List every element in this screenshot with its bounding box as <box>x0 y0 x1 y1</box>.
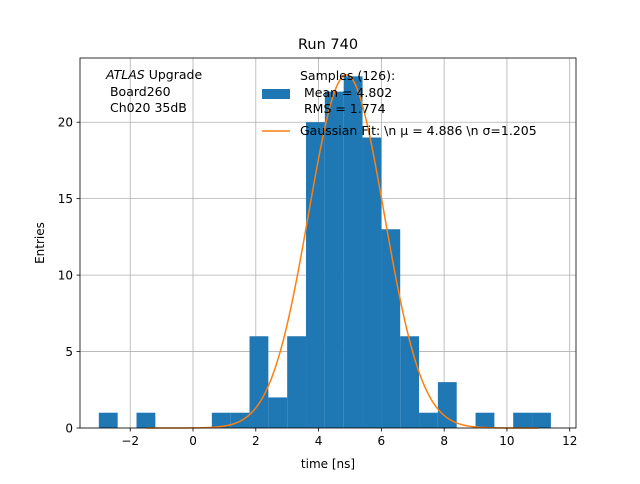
y-axis-label: Entries <box>33 222 47 264</box>
x-tick-label: 4 <box>315 434 323 448</box>
y-tick-label: 10 <box>58 268 73 282</box>
histogram-bar <box>98 412 118 428</box>
x-tick-label: 6 <box>378 434 386 448</box>
x-tick-label: 8 <box>440 434 448 448</box>
x-tick-label: 2 <box>252 434 260 448</box>
histogram-bar <box>362 137 382 428</box>
annotation-title: ATLAS Upgrade <box>105 67 202 82</box>
legend-hist-line-1: Samples (126): <box>300 68 395 83</box>
histogram-bar <box>381 229 401 428</box>
annotation-subtitle: Upgrade <box>145 67 203 82</box>
legend-hist-swatch <box>262 89 290 99</box>
x-tick-label: −2 <box>121 434 139 448</box>
histogram-bar <box>249 336 269 428</box>
x-axis-label: time [ns] <box>301 457 355 471</box>
histogram-bars <box>98 76 551 429</box>
histogram-bar <box>324 91 344 429</box>
x-tick-label: 10 <box>499 434 514 448</box>
legend-hist-line-3: RMS = 1.774 <box>300 101 386 116</box>
y-tick-label: 5 <box>65 345 73 359</box>
annotation-line-2: Ch020 35dB <box>106 100 187 115</box>
histogram-bar <box>400 336 420 428</box>
y-tick-label: 15 <box>58 192 73 206</box>
legend-hist-line-2: Mean = 4.802 <box>300 85 392 100</box>
histogram-bar <box>268 397 288 428</box>
atlas-annotation: ATLAS Upgrade Board260 Ch020 35dB <box>105 67 202 115</box>
x-tick-label: 12 <box>562 434 577 448</box>
x-tick-label: 0 <box>189 434 197 448</box>
histogram-bar <box>306 122 325 428</box>
histogram-bar <box>513 412 533 428</box>
legend: Samples (126): Mean = 4.802 RMS = 1.774 … <box>262 68 537 138</box>
histogram-bar <box>437 382 457 428</box>
gaussian-fit <box>145 74 539 429</box>
histogram-bar <box>532 412 551 428</box>
histogram-bar <box>211 412 231 428</box>
histogram-bar <box>475 412 495 428</box>
histogram-bar <box>419 412 438 428</box>
annotation-line-1: Board260 <box>106 84 171 99</box>
histogram-bar <box>136 412 156 428</box>
gaussian-fit-curve <box>145 74 539 429</box>
plot-area-frame <box>79 57 577 429</box>
axis-ticks: −2 0 2 4 6 8 10 12 0 5 10 15 20 <box>58 116 578 448</box>
annotation-experiment: ATLAS <box>105 67 145 82</box>
chart-title: Run 740 <box>298 37 358 53</box>
histogram-bar <box>343 76 363 428</box>
y-tick-label: 0 <box>65 421 73 435</box>
histogram-bar <box>287 336 307 428</box>
legend-fit-line: Gaussian Fit: \n μ = 4.886 \n σ=1.205 <box>300 123 537 138</box>
y-tick-label: 20 <box>58 116 73 130</box>
